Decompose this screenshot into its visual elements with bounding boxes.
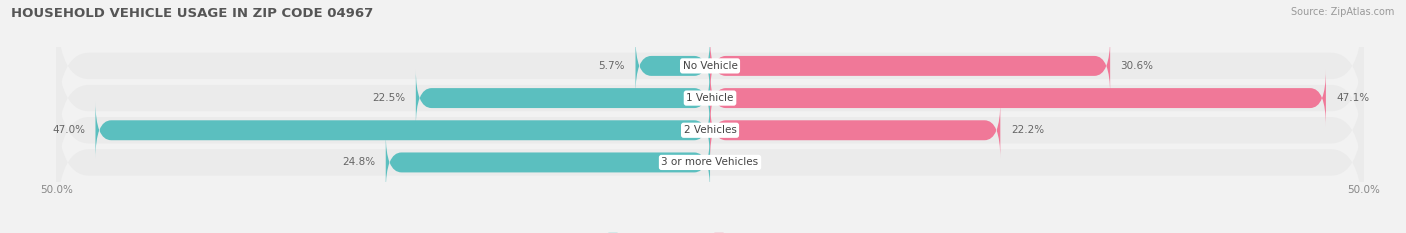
Text: 30.6%: 30.6% [1121,61,1153,71]
Text: 22.2%: 22.2% [1011,125,1043,135]
FancyBboxPatch shape [96,102,710,159]
Text: 2 Vehicles: 2 Vehicles [683,125,737,135]
FancyBboxPatch shape [636,37,710,95]
Text: HOUSEHOLD VEHICLE USAGE IN ZIP CODE 04967: HOUSEHOLD VEHICLE USAGE IN ZIP CODE 0496… [11,7,374,20]
FancyBboxPatch shape [56,95,1364,230]
FancyBboxPatch shape [710,37,1111,95]
FancyBboxPatch shape [385,134,710,191]
FancyBboxPatch shape [56,31,1364,165]
FancyBboxPatch shape [416,69,710,127]
Text: 0.0%: 0.0% [720,158,747,168]
Text: No Vehicle: No Vehicle [682,61,738,71]
FancyBboxPatch shape [710,102,1000,159]
Text: 22.5%: 22.5% [373,93,405,103]
Text: Source: ZipAtlas.com: Source: ZipAtlas.com [1291,7,1395,17]
Text: 47.0%: 47.0% [52,125,84,135]
Legend: Owner-occupied, Renter-occupied: Owner-occupied, Renter-occupied [603,229,817,233]
Text: 1 Vehicle: 1 Vehicle [686,93,734,103]
FancyBboxPatch shape [56,63,1364,198]
Text: 47.1%: 47.1% [1336,93,1369,103]
Text: 3 or more Vehicles: 3 or more Vehicles [661,158,759,168]
Text: 24.8%: 24.8% [342,158,375,168]
FancyBboxPatch shape [56,0,1364,133]
FancyBboxPatch shape [710,69,1326,127]
Text: 5.7%: 5.7% [599,61,626,71]
